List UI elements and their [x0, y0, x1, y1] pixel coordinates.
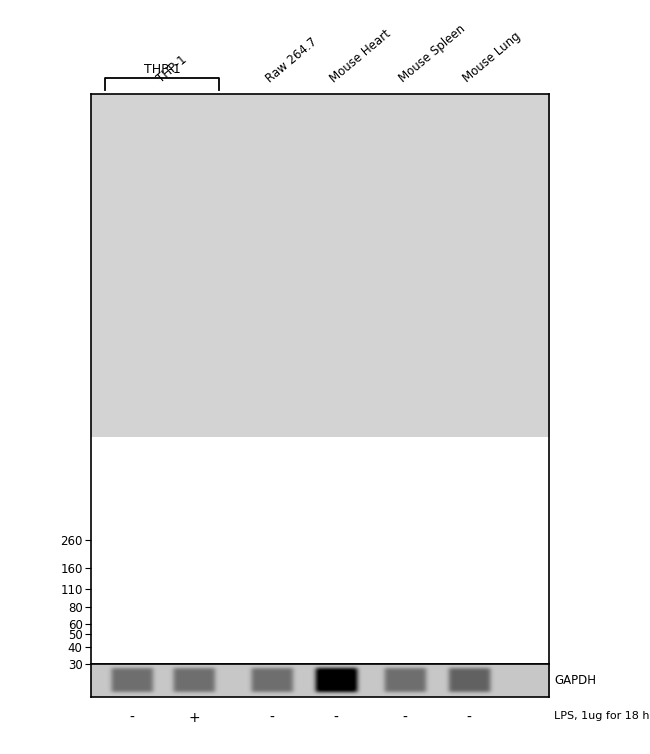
Text: -: -: [130, 711, 135, 725]
Text: -: -: [270, 711, 274, 725]
Text: Mouse Spleen: Mouse Spleen: [396, 23, 468, 85]
Text: THP-1: THP-1: [144, 63, 181, 76]
Text: -: -: [402, 711, 408, 725]
Text: +: +: [188, 711, 200, 725]
Text: LPS, 1ug for 18 hr: LPS, 1ug for 18 hr: [554, 711, 650, 721]
Text: Mouse Heart: Mouse Heart: [328, 27, 393, 85]
Text: Mouse Lung: Mouse Lung: [461, 30, 523, 85]
Text: -: -: [467, 711, 471, 725]
Text: Raw 264.7: Raw 264.7: [264, 35, 320, 85]
Text: THP-1: THP-1: [155, 53, 190, 85]
Text: -: -: [333, 711, 339, 725]
Text: GAPDH: GAPDH: [554, 674, 597, 687]
